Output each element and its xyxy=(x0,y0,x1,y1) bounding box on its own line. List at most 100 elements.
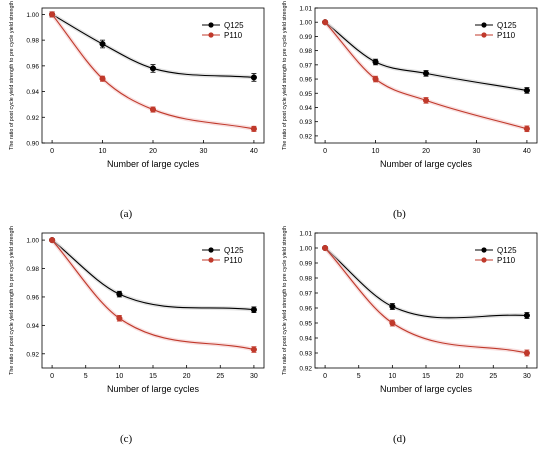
y-tick-label: 1.01 xyxy=(299,6,312,13)
panel-label-a: (a) xyxy=(120,208,133,220)
data-point-q125 xyxy=(372,58,379,66)
x-tick-label: 10 xyxy=(372,148,380,155)
data-point-q125 xyxy=(99,40,106,48)
data-point-p110 xyxy=(250,346,257,353)
x-tick-label: 25 xyxy=(489,373,497,380)
legend-label: P110 xyxy=(224,256,243,265)
chart-panel-3: 0 5 10 15 20 25 30 0.92 0.94 0.96 0.98 1.00 Number o… xyxy=(9,226,265,394)
legend-label: Q125 xyxy=(497,21,517,30)
x-tick-label: 5 xyxy=(84,373,88,380)
legend-marker xyxy=(208,257,214,263)
data-point-p110 xyxy=(149,106,157,113)
data-point-p110 xyxy=(523,349,530,357)
panel-label-d: (d) xyxy=(393,433,406,445)
y-tick-label: 1.00 xyxy=(299,20,312,27)
y-tick-label: 0.96 xyxy=(299,306,312,313)
y-tick-label: 0.99 xyxy=(299,34,312,41)
y-tick-label: 0.98 xyxy=(299,276,312,283)
y-tick-label: 0.98 xyxy=(299,48,312,55)
y-tick-label: 0.92 xyxy=(26,351,39,358)
x-tick-label: 30 xyxy=(473,148,481,155)
panel-label-b: (b) xyxy=(393,208,406,220)
series-line-q125 xyxy=(324,21,528,91)
legend-marker xyxy=(481,32,487,38)
x-axis-label: Number of large cycles xyxy=(107,159,200,169)
x-axis-label: Number of large cycles xyxy=(380,384,473,394)
legend-marker xyxy=(481,257,487,263)
y-tick-label: 0.94 xyxy=(299,105,312,112)
data-point-p110 xyxy=(322,19,329,26)
data-point-q125 xyxy=(422,70,430,77)
y-axis-label: The ratio of post cycle yield strength t… xyxy=(9,226,15,375)
legend-marker xyxy=(481,247,487,253)
series-line-p110 xyxy=(324,21,528,130)
y-tick-label: 0.92 xyxy=(26,115,39,122)
data-point-p110 xyxy=(322,244,329,252)
data-point-p110 xyxy=(389,319,396,327)
legend-marker xyxy=(208,247,214,253)
data-point-p110 xyxy=(116,315,123,322)
legend-label: Q125 xyxy=(497,246,517,255)
data-point-q125 xyxy=(250,306,257,313)
y-axis-label: The ratio of post cycle yield strength t… xyxy=(282,1,288,150)
data-point-p110 xyxy=(422,97,430,104)
y-axis-label: The ratio of post cycle yield strength t… xyxy=(9,1,15,150)
y-tick-label: 0.94 xyxy=(299,336,312,343)
x-tick-label: 0 xyxy=(50,373,54,380)
series-line-q125 xyxy=(51,13,254,78)
y-tick-label: 0.92 xyxy=(299,366,312,373)
data-point-p110 xyxy=(49,11,56,18)
y-tick-label: 1.00 xyxy=(26,238,39,245)
legend-label: P110 xyxy=(497,31,516,40)
x-tick-label: 15 xyxy=(422,373,430,380)
data-point-q125 xyxy=(523,312,530,319)
legend-label: Q125 xyxy=(224,246,244,255)
x-tick-label: 10 xyxy=(99,148,107,155)
data-point-p110 xyxy=(523,125,530,132)
y-tick-label: 0.90 xyxy=(26,141,39,148)
panel-label-c: (c) xyxy=(120,433,133,445)
y-tick-label: 0.98 xyxy=(26,266,39,273)
chart-panel-2: 0 10 20 30 40 0.92 0.93 0.94 0.95 0.96 0.97 0.98 0.9… xyxy=(282,1,538,169)
y-tick-label: 0.97 xyxy=(299,291,312,298)
x-tick-label: 30 xyxy=(200,148,208,155)
y-tick-label: 0.93 xyxy=(299,119,312,126)
data-point-q125 xyxy=(250,74,257,81)
legend-marker xyxy=(481,22,487,28)
data-point-q125 xyxy=(116,291,123,298)
x-tick-label: 15 xyxy=(149,373,157,380)
x-tick-label: 25 xyxy=(216,373,224,380)
x-axis-label: Number of large cycles xyxy=(380,159,473,169)
x-tick-label: 30 xyxy=(523,373,531,380)
y-tick-label: 0.95 xyxy=(299,91,312,98)
data-point-p110 xyxy=(250,125,257,132)
x-tick-label: 20 xyxy=(149,148,157,155)
chart-panel-4: 0 5 10 15 20 25 30 0.92 0.93 0.94 0.95 0.96 0.97 0.98… xyxy=(282,226,538,394)
legend-label: P110 xyxy=(224,31,243,40)
x-tick-label: 0 xyxy=(323,148,327,155)
y-tick-label: 0.96 xyxy=(26,63,39,70)
y-tick-label: 0.94 xyxy=(26,89,39,96)
y-tick-label: 0.96 xyxy=(26,294,39,301)
y-tick-label: 1.00 xyxy=(26,12,39,19)
y-tick-label: 1.01 xyxy=(299,231,312,238)
data-point-q125 xyxy=(389,303,396,310)
x-tick-label: 0 xyxy=(50,148,54,155)
data-point-q125 xyxy=(149,65,157,72)
data-point-p110 xyxy=(99,75,106,82)
series-line-p110 xyxy=(51,14,255,130)
x-tick-label: 30 xyxy=(250,373,258,380)
x-tick-label: 5 xyxy=(357,373,361,380)
y-tick-label: 0.94 xyxy=(26,323,39,330)
y-tick-label: 0.97 xyxy=(299,62,312,69)
legend-marker xyxy=(208,32,214,38)
x-tick-label: 40 xyxy=(250,148,258,155)
x-tick-label: 40 xyxy=(523,148,531,155)
y-tick-label: 0.96 xyxy=(299,77,312,84)
legend-label: Q125 xyxy=(224,21,244,30)
data-point-p110 xyxy=(49,237,56,244)
data-point-q125 xyxy=(523,87,530,94)
legend-label: P110 xyxy=(497,256,516,265)
